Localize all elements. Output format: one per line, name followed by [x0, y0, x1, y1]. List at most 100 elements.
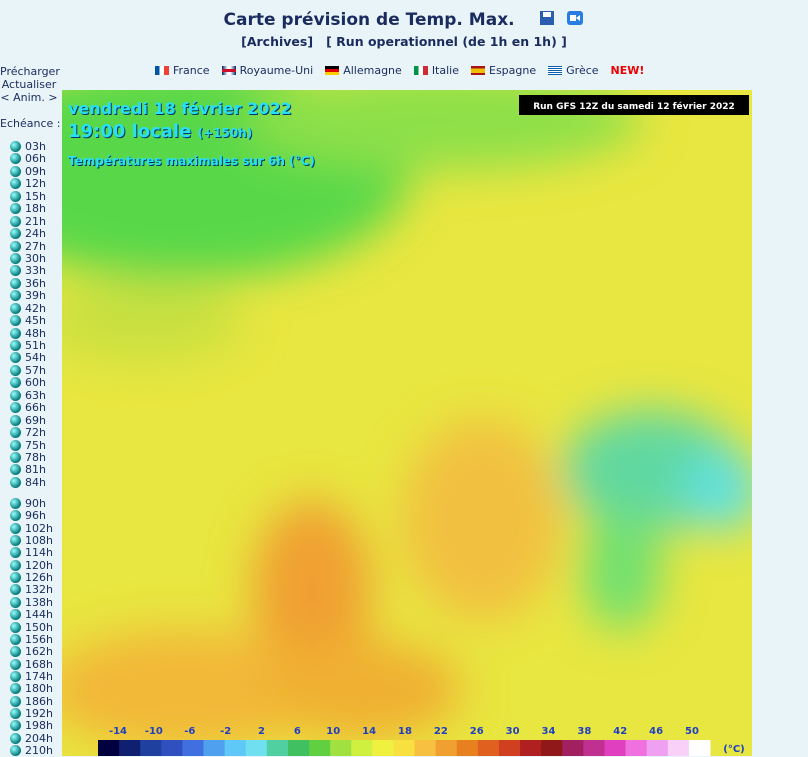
hour-link[interactable]: 138h [10, 596, 53, 609]
hour-link[interactable]: 69h [10, 414, 46, 427]
scale-label: 22 [434, 726, 448, 737]
time-label: 19:00 locale (+150h) [68, 121, 252, 142]
scale-unit: (°C) [723, 744, 744, 755]
hour-link[interactable]: 144h [10, 608, 53, 621]
scale-cell [245, 740, 268, 756]
hour-link[interactable]: 72h [10, 426, 46, 439]
hour-bullet [10, 364, 21, 376]
hour-link[interactable]: 204h [10, 732, 53, 745]
hour-bullet [10, 414, 21, 426]
language-link[interactable]: Allemagne [325, 64, 402, 77]
scale-cell [477, 740, 500, 756]
hour-label: 192h [25, 706, 53, 720]
flag [155, 66, 169, 75]
hour-link[interactable]: 126h [10, 571, 53, 584]
hour-bullet [10, 178, 21, 190]
hour-label: 36h [25, 276, 46, 290]
preload[interactable]: Précharger [0, 65, 60, 78]
hour-label: 198h [25, 719, 53, 733]
run-link[interactable]: [ Run operationnel (de 1h en 1h) ] [326, 34, 567, 49]
map: Run GFS 12Z du samedi 12 février 2022 ve… [62, 90, 752, 756]
hour-bullet [10, 572, 21, 584]
hour-link[interactable]: 120h [10, 559, 53, 572]
language-link[interactable]: France [155, 64, 210, 77]
hour-bullet [10, 290, 21, 302]
hour-link[interactable]: 06h [10, 152, 46, 165]
language-link[interactable]: Espagne [471, 64, 536, 77]
hour-link[interactable]: 51h [10, 339, 46, 352]
hour-label: 15h [25, 189, 46, 203]
language-name: Allemagne [343, 64, 402, 77]
hour-link[interactable]: 150h [10, 621, 53, 634]
hour-link[interactable]: 78h [10, 451, 46, 464]
hour-label: 162h [25, 645, 53, 659]
archives-link[interactable]: [Archives] [241, 34, 314, 49]
language-link[interactable]: Grèce [548, 64, 599, 77]
hour-link[interactable]: 162h [10, 645, 53, 658]
hour-link[interactable]: 63h [10, 389, 46, 402]
scale-cell [330, 740, 352, 756]
hour-bullet [10, 377, 21, 389]
hour-link[interactable]: 48h [10, 327, 46, 340]
language-link[interactable]: Italie [413, 64, 459, 77]
hour-link[interactable]: 18h [10, 202, 46, 215]
date-label: vendredi 18 février 2022 [68, 99, 292, 118]
hour-link[interactable]: 81h [10, 463, 46, 476]
title: Carte prévision de Temp. Max. [0, 10, 808, 30]
hour-link[interactable]: 114h [10, 546, 53, 559]
hour-link[interactable]: 27h [10, 240, 46, 253]
hour-link[interactable]: 12h [10, 177, 46, 190]
hour-link[interactable]: 75h [10, 439, 46, 452]
hour-link[interactable]: 60h [10, 376, 46, 389]
scale-cell [667, 740, 690, 756]
hour-link[interactable]: 21h [10, 215, 46, 228]
hour-link[interactable]: 192h [10, 707, 53, 720]
hour-link[interactable]: 33h [10, 264, 46, 277]
scale-label: 30 [506, 726, 520, 737]
hour-link[interactable]: 36h [10, 277, 46, 290]
language-link[interactable]: Royaume-Uni [221, 64, 313, 77]
hour-link[interactable]: 132h [10, 583, 53, 596]
hour-link[interactable]: 09h [10, 165, 46, 178]
hour-link[interactable]: 45h [10, 314, 46, 327]
hour-link[interactable]: 30h [10, 252, 46, 265]
video-icon[interactable] [566, 10, 584, 26]
title-text: Carte prévision de Temp. Max. [223, 10, 515, 30]
anim[interactable]: < Anim. > [0, 91, 58, 104]
hour-link[interactable]: 54h [10, 351, 46, 364]
hour-link[interactable]: 186h [10, 695, 53, 708]
scale-cell [224, 740, 247, 756]
hour-link[interactable]: 84h [10, 476, 46, 489]
hour-link[interactable]: 15h [10, 190, 46, 203]
hour-link[interactable]: 39h [10, 289, 46, 302]
hour-link[interactable]: 168h [10, 658, 53, 671]
hour-link[interactable]: 42h [10, 302, 46, 315]
save-icon[interactable] [539, 10, 555, 26]
hour-bullet [10, 315, 21, 327]
hour-link[interactable]: 03h [10, 140, 46, 153]
hour-link[interactable]: 108h [10, 534, 53, 547]
hour-link[interactable]: 102h [10, 522, 53, 535]
hour-link[interactable]: 156h [10, 633, 53, 646]
hour-link[interactable]: 24h [10, 227, 46, 240]
refresh[interactable]: Actualiser [1, 78, 57, 91]
hour-bullet [10, 215, 21, 227]
hour-bullet [10, 658, 21, 670]
hour-bullet [10, 240, 21, 252]
hour-link[interactable]: 66h [10, 401, 46, 414]
hour-bullet [10, 596, 21, 608]
hour-label: 60h [25, 376, 46, 390]
hour-link[interactable]: 96h [10, 509, 46, 522]
hour-link[interactable]: 90h [10, 497, 46, 510]
hour-link[interactable]: 57h [10, 364, 46, 377]
hour-bullet [10, 683, 21, 695]
language-name: France [173, 64, 210, 77]
scale-cell [625, 740, 648, 756]
hour-link[interactable]: 180h [10, 682, 53, 695]
scale-label: -14 [109, 726, 127, 737]
hour-link[interactable]: 174h [10, 670, 53, 683]
hour-link[interactable]: 198h [10, 719, 53, 732]
hour-link[interactable]: 210h [10, 744, 53, 757]
hour-label: 120h [25, 558, 53, 572]
scale-cell [688, 740, 711, 756]
